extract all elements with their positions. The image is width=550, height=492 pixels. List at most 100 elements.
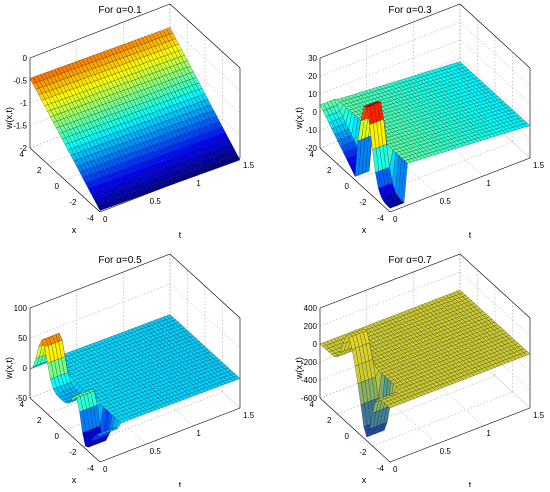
- z-axis-label: w(x,t): [4, 357, 14, 380]
- axis-line: [29, 147, 101, 213]
- t-tick-label: 1: [486, 429, 491, 438]
- z-tick-label: -50: [15, 394, 27, 403]
- axis-line: [169, 253, 241, 319]
- axis-line: [459, 3, 531, 69]
- z-tick-label: 200: [304, 322, 318, 331]
- chart-title: For α=0.7: [388, 255, 432, 266]
- z-tick-label: 0: [313, 340, 318, 349]
- t-axis-label: t: [469, 480, 472, 487]
- t-tick-label: 1.5: [533, 161, 545, 170]
- x-tick-label: -2: [359, 448, 367, 457]
- axis-line: [29, 253, 171, 309]
- t-tick-label: 0: [103, 215, 108, 224]
- z-tick-label: -2: [20, 144, 28, 153]
- x-gridline: [82, 302, 223, 447]
- t-tick-label: 0.5: [150, 197, 162, 206]
- x-tick-label: -2: [69, 198, 77, 207]
- z-tick-label: -400: [301, 376, 318, 385]
- x-tick-label: 0: [345, 182, 350, 191]
- axis-line: [319, 147, 391, 213]
- t-tick-label: 0.5: [440, 447, 452, 456]
- t-tick-label: 0: [393, 465, 398, 474]
- x-tick-label: 4: [310, 400, 315, 409]
- x-tick-label: 2: [327, 416, 332, 425]
- z-gridline: [319, 21, 531, 87]
- x-tick-label: 2: [37, 416, 42, 425]
- z-tick-label: 0: [313, 108, 318, 117]
- z-tick-label: -1: [20, 99, 28, 108]
- chart-title: For α=0.3: [388, 5, 432, 16]
- surface: [29, 27, 241, 211]
- t-axis-label: t: [469, 230, 472, 240]
- t-tick-label: 1.5: [243, 411, 255, 420]
- t-axis-label: t: [179, 480, 182, 487]
- x-tick-label: -4: [87, 464, 95, 473]
- surface-patch: [96, 203, 104, 211]
- t-tick-label: 0.5: [150, 447, 162, 456]
- x-gridline: [354, 286, 496, 431]
- surface-patch: [386, 204, 394, 209]
- surface: [319, 61, 531, 209]
- chart-panel-3: For α=0.5 100 50 0 -504 2 0 -2 -4 0 0.5 1 1.5 w(x,t) x…: [4, 253, 255, 490]
- chart-title: For α=0.5: [98, 255, 142, 266]
- x-tick-label: 0: [345, 432, 350, 441]
- x-axis-label: x: [72, 475, 77, 485]
- z-tick-label: 30: [308, 54, 317, 63]
- t-tick-label: 1: [196, 179, 201, 188]
- x-axis-label: x: [362, 225, 367, 235]
- x-tick-label: -2: [359, 198, 367, 207]
- t-tick-label: 1: [486, 179, 491, 188]
- x-tick-label: 0: [55, 432, 60, 441]
- x-tick-label: 2: [37, 166, 42, 175]
- chart-title: For α=0.1: [98, 5, 142, 16]
- axis-line: [319, 397, 391, 463]
- z-tick-label: -1.5: [13, 122, 27, 131]
- x-axis-label: x: [72, 225, 77, 235]
- surface-patch: [386, 403, 394, 409]
- t-tick-label: 0: [103, 465, 108, 474]
- axis-line: [319, 253, 461, 309]
- x-tick-label: 4: [20, 400, 25, 409]
- surface-patch: [96, 432, 104, 436]
- z-tick-label: -600: [301, 394, 318, 403]
- t-tick-label: 0: [393, 215, 398, 224]
- axis-line: [389, 407, 531, 463]
- x-tick-label: -2: [69, 448, 77, 457]
- x-tick-label: -4: [377, 214, 385, 223]
- surface: [319, 289, 531, 438]
- z-tick-label: -200: [301, 358, 318, 367]
- z-tick-label: -20: [305, 144, 317, 153]
- t-tick-label: 1.5: [533, 411, 545, 420]
- axis-line: [319, 3, 461, 59]
- z-tick-label: 20: [308, 72, 317, 81]
- axis-line: [29, 3, 171, 59]
- axis-line: [389, 157, 531, 213]
- x-axis-label: x: [362, 475, 367, 485]
- axis-line: [29, 397, 101, 463]
- z-gridline: [319, 271, 531, 337]
- z-axis-label: w(x,t): [294, 107, 304, 130]
- x-tick-label: -4: [377, 464, 385, 473]
- z-tick-label: 100: [14, 304, 28, 313]
- z-tick-label: 400: [304, 304, 318, 313]
- t-tick-label: 0.5: [440, 197, 452, 206]
- t-tick-label: 1.5: [243, 161, 255, 170]
- z-tick-label: 0: [23, 364, 28, 373]
- z-gridline: [319, 39, 531, 105]
- x-tick-label: 2: [327, 166, 332, 175]
- z-tick-label: 50: [18, 334, 27, 343]
- x-tick-label: 0: [55, 182, 60, 191]
- axis-line: [99, 407, 241, 463]
- z-tick-label: -10: [305, 126, 317, 135]
- z-axis-label: w(x,t): [294, 357, 304, 380]
- z-tick-label: 0: [23, 54, 28, 63]
- z-tick-label: -0.5: [13, 77, 27, 86]
- t-tick-label: 1: [196, 429, 201, 438]
- x-tick-label: 4: [20, 150, 25, 159]
- t-axis-label: t: [179, 230, 182, 240]
- x-gridline: [372, 52, 513, 197]
- axis-line: [169, 3, 241, 69]
